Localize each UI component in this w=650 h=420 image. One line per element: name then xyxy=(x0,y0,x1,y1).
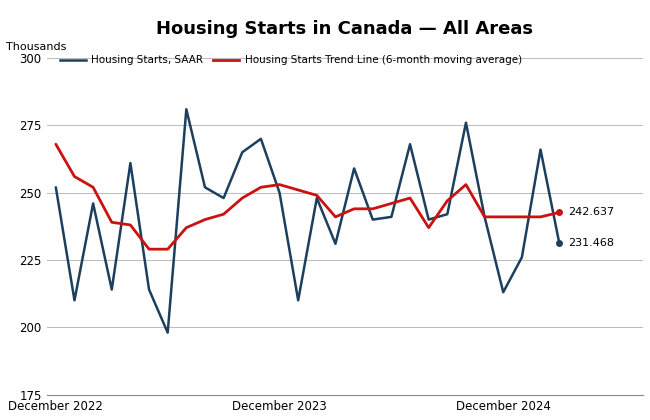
Housing Starts Trend Line (6-month moving average) xyxy=(481,214,489,219)
Housing Starts, SAAR xyxy=(424,217,432,222)
Housing Starts, SAAR xyxy=(499,290,507,295)
Housing Starts Trend Line (6-month moving average) xyxy=(313,193,320,198)
Housing Starts Trend Line (6-month moving average) xyxy=(518,214,526,219)
Legend: Housing Starts, SAAR, Housing Starts Trend Line (6-month moving average): Housing Starts, SAAR, Housing Starts Tre… xyxy=(58,53,524,68)
Housing Starts, SAAR xyxy=(462,120,470,125)
Housing Starts, SAAR xyxy=(294,298,302,303)
Housing Starts, SAAR xyxy=(201,185,209,190)
Housing Starts, SAAR xyxy=(276,190,283,195)
Housing Starts, SAAR xyxy=(537,147,545,152)
Housing Starts Trend Line (6-month moving average) xyxy=(164,247,172,252)
Housing Starts Trend Line (6-month moving average) xyxy=(369,206,376,211)
Housing Starts Trend Line (6-month moving average) xyxy=(332,214,339,219)
Housing Starts Trend Line (6-month moving average) xyxy=(201,217,209,222)
Housing Starts, SAAR xyxy=(183,107,190,112)
Text: Thousands: Thousands xyxy=(6,42,67,52)
Line: Housing Starts Trend Line (6-month moving average): Housing Starts Trend Line (6-month movin… xyxy=(56,144,559,249)
Line: Housing Starts, SAAR: Housing Starts, SAAR xyxy=(56,109,559,333)
Housing Starts Trend Line (6-month moving average) xyxy=(239,196,246,201)
Housing Starts Trend Line (6-month moving average) xyxy=(387,201,395,206)
Housing Starts Trend Line (6-month moving average) xyxy=(71,174,79,179)
Title: Housing Starts in Canada — All Areas: Housing Starts in Canada — All Areas xyxy=(156,20,533,37)
Housing Starts Trend Line (6-month moving average) xyxy=(276,182,283,187)
Housing Starts, SAAR xyxy=(164,330,172,335)
Housing Starts Trend Line (6-month moving average) xyxy=(499,214,507,219)
Housing Starts, SAAR xyxy=(127,160,135,165)
Housing Starts Trend Line (6-month moving average) xyxy=(108,220,116,225)
Housing Starts Trend Line (6-month moving average) xyxy=(350,206,358,211)
Housing Starts, SAAR xyxy=(257,136,265,142)
Housing Starts Trend Line (6-month moving average) xyxy=(406,196,414,201)
Housing Starts Trend Line (6-month moving average) xyxy=(555,210,563,215)
Housing Starts, SAAR xyxy=(313,196,320,201)
Housing Starts, SAAR xyxy=(518,255,526,260)
Housing Starts, SAAR xyxy=(145,287,153,292)
Text: 242.637: 242.637 xyxy=(569,207,615,218)
Text: 231.468: 231.468 xyxy=(569,238,614,247)
Housing Starts Trend Line (6-month moving average) xyxy=(127,223,135,228)
Housing Starts Trend Line (6-month moving average) xyxy=(462,182,470,187)
Housing Starts, SAAR xyxy=(350,166,358,171)
Housing Starts Trend Line (6-month moving average) xyxy=(443,198,451,203)
Housing Starts, SAAR xyxy=(406,142,414,147)
Housing Starts, SAAR xyxy=(52,185,60,190)
Housing Starts Trend Line (6-month moving average) xyxy=(183,225,190,230)
Housing Starts Trend Line (6-month moving average) xyxy=(294,187,302,192)
Housing Starts Trend Line (6-month moving average) xyxy=(89,185,97,190)
Housing Starts, SAAR xyxy=(108,287,116,292)
Housing Starts, SAAR xyxy=(481,214,489,219)
Housing Starts Trend Line (6-month moving average) xyxy=(145,247,153,252)
Housing Starts, SAAR xyxy=(555,240,563,245)
Housing Starts, SAAR xyxy=(387,214,395,219)
Housing Starts, SAAR xyxy=(332,241,339,246)
Housing Starts Trend Line (6-month moving average) xyxy=(52,142,60,147)
Housing Starts, SAAR xyxy=(443,212,451,217)
Housing Starts, SAAR xyxy=(369,217,376,222)
Housing Starts Trend Line (6-month moving average) xyxy=(537,214,545,219)
Housing Starts, SAAR xyxy=(71,298,79,303)
Housing Starts, SAAR xyxy=(220,196,228,201)
Housing Starts Trend Line (6-month moving average) xyxy=(257,185,265,190)
Housing Starts, SAAR xyxy=(89,201,97,206)
Housing Starts, SAAR xyxy=(239,150,246,155)
Housing Starts Trend Line (6-month moving average) xyxy=(424,225,432,230)
Housing Starts Trend Line (6-month moving average) xyxy=(220,212,228,217)
